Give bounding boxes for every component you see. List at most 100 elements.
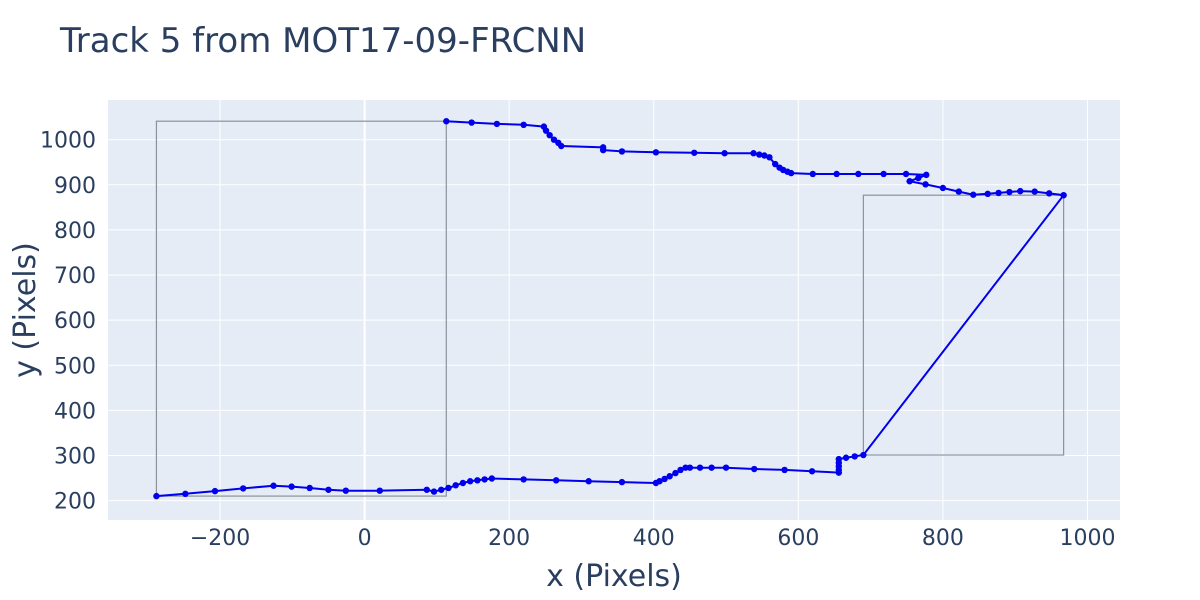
data-point bbox=[182, 490, 189, 498]
plot-background bbox=[108, 100, 1120, 520]
data-point bbox=[325, 486, 332, 493]
x-tick-label: 1000 bbox=[1059, 526, 1115, 551]
gridlines bbox=[108, 100, 1120, 520]
data-point bbox=[691, 149, 698, 156]
data-point bbox=[552, 477, 560, 484]
data-point bbox=[270, 482, 277, 489]
y-tick-label: 400 bbox=[54, 399, 96, 424]
x-axis-ticks: −200 0 200 400 600 800 1000 bbox=[190, 526, 1116, 551]
data-point bbox=[550, 136, 558, 143]
data-point bbox=[860, 451, 867, 459]
data-point bbox=[618, 148, 626, 155]
bounding-boxes bbox=[155, 120, 1065, 497]
data-point bbox=[376, 487, 383, 494]
data-point bbox=[466, 478, 474, 485]
data-point bbox=[696, 464, 704, 471]
trajectory-series bbox=[153, 118, 1067, 500]
data-point bbox=[970, 191, 977, 198]
data-point bbox=[540, 123, 548, 130]
data-point bbox=[438, 486, 445, 493]
data-point bbox=[761, 152, 768, 159]
data-point bbox=[923, 171, 930, 179]
data-point bbox=[809, 170, 816, 178]
data-point bbox=[808, 468, 816, 475]
data-point bbox=[842, 454, 850, 461]
data-point bbox=[995, 189, 1002, 197]
data-point bbox=[474, 477, 481, 484]
data-point bbox=[939, 184, 947, 192]
x-axis-label: x (Pixels) bbox=[546, 559, 682, 594]
data-point bbox=[915, 174, 922, 182]
y-tick-label: 800 bbox=[54, 219, 96, 244]
data-point bbox=[1017, 187, 1024, 195]
data-point bbox=[599, 144, 607, 151]
data-point bbox=[306, 484, 313, 492]
y-axis-label: y (Pixels) bbox=[8, 242, 43, 378]
data-point bbox=[677, 466, 684, 474]
y-tick-label: 900 bbox=[54, 174, 96, 199]
data-point bbox=[618, 478, 626, 486]
data-point bbox=[855, 170, 862, 178]
data-point bbox=[481, 476, 488, 483]
y-tick-label: 1000 bbox=[40, 129, 96, 154]
data-point bbox=[851, 453, 858, 460]
x-tick-label: 200 bbox=[488, 526, 530, 551]
data-point bbox=[661, 475, 668, 483]
data-point bbox=[468, 119, 475, 126]
data-point bbox=[585, 478, 592, 485]
x-tick-label: 800 bbox=[922, 526, 964, 551]
data-point bbox=[288, 483, 295, 490]
data-point bbox=[835, 455, 843, 463]
data-point bbox=[452, 482, 459, 489]
data-point bbox=[955, 188, 963, 195]
bounding-box bbox=[155, 120, 447, 497]
bounding-box bbox=[862, 194, 1065, 456]
data-point bbox=[459, 479, 467, 487]
data-point bbox=[211, 487, 219, 495]
y-tick-label: 600 bbox=[54, 309, 96, 334]
data-point bbox=[766, 154, 773, 161]
data-point bbox=[902, 170, 910, 178]
y-tick-label: 700 bbox=[54, 264, 96, 289]
data-point bbox=[652, 149, 660, 156]
data-point bbox=[1045, 190, 1053, 197]
data-point bbox=[430, 488, 438, 495]
data-point bbox=[984, 190, 991, 198]
data-point bbox=[656, 478, 663, 485]
data-point bbox=[445, 484, 452, 492]
data-point bbox=[1031, 188, 1038, 195]
x-tick-label: −200 bbox=[190, 526, 250, 551]
data-point bbox=[423, 486, 430, 493]
x-tick-label: 0 bbox=[358, 526, 372, 551]
data-point bbox=[1060, 191, 1067, 199]
data-point bbox=[153, 492, 160, 500]
data-point bbox=[751, 465, 758, 473]
data-point bbox=[721, 150, 728, 157]
y-tick-label: 300 bbox=[54, 444, 96, 469]
y-tick-label: 500 bbox=[54, 354, 96, 379]
data-point bbox=[776, 164, 783, 171]
data-point bbox=[546, 131, 553, 139]
data-point bbox=[756, 151, 763, 158]
data-point bbox=[520, 121, 527, 129]
data-point bbox=[833, 170, 840, 178]
x-tick-label: 400 bbox=[633, 526, 675, 551]
data-point bbox=[239, 485, 247, 492]
data-point bbox=[520, 476, 527, 483]
data-point bbox=[880, 170, 887, 178]
y-tick-label: 200 bbox=[54, 490, 96, 515]
data-point bbox=[922, 181, 929, 188]
data-point bbox=[1006, 188, 1013, 196]
data-point bbox=[686, 464, 694, 471]
data-point bbox=[781, 466, 788, 474]
data-point bbox=[493, 120, 501, 128]
y-axis-ticks: 200 300 400 500 600 700 800 900 1000 bbox=[40, 129, 96, 515]
data-point bbox=[722, 464, 730, 471]
data-point bbox=[488, 475, 496, 482]
data-point bbox=[672, 469, 679, 477]
data-point bbox=[771, 160, 779, 168]
data-point bbox=[342, 487, 350, 494]
data-point bbox=[906, 178, 913, 185]
data-point bbox=[666, 473, 673, 480]
